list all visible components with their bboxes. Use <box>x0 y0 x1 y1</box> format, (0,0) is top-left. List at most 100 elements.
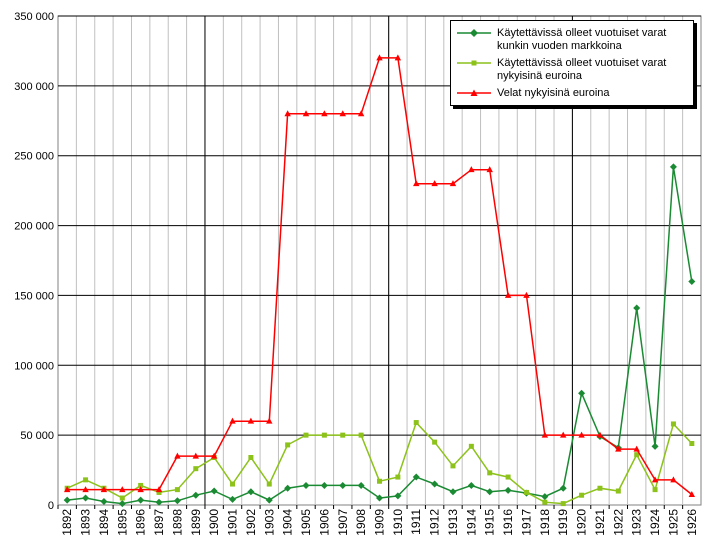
data-point-diamond <box>504 486 512 494</box>
x-tick-label: 1919 <box>556 509 570 536</box>
data-point-triangle <box>578 431 585 438</box>
data-point-triangle <box>119 486 126 493</box>
data-point-diamond <box>229 495 237 503</box>
x-tick-label: 1917 <box>519 509 533 536</box>
data-point-square <box>487 470 493 476</box>
data-point-triangle <box>394 54 402 61</box>
x-tick-label: 1913 <box>446 509 460 536</box>
y-tick-label: 250 000 <box>14 151 54 163</box>
x-tick-label: 1910 <box>391 509 405 536</box>
x-tick-label: 1904 <box>281 509 295 536</box>
data-point-diamond <box>284 484 292 492</box>
data-point-triangle <box>155 486 163 493</box>
data-point-triangle <box>266 417 273 424</box>
data-point-square <box>413 420 419 426</box>
x-tick-label: 1893 <box>79 509 93 536</box>
x-tick-label: 1905 <box>299 509 313 536</box>
series-lines <box>63 54 696 508</box>
data-point-square <box>138 482 144 488</box>
data-point-triangle <box>688 491 696 498</box>
data-point-square <box>340 432 346 438</box>
data-point-diamond <box>376 494 383 502</box>
y-tick-label: 200 000 <box>14 221 54 233</box>
data-point-diamond <box>559 484 567 492</box>
x-tick-label: 1898 <box>170 509 184 536</box>
data-point-triangle <box>229 417 236 424</box>
data-point-triangle <box>449 180 457 187</box>
x-tick-label: 1908 <box>354 509 368 536</box>
data-point-diamond <box>63 496 71 504</box>
data-point-diamond <box>669 163 677 171</box>
y-tick-label: 50 000 <box>20 430 54 442</box>
x-tick-label: 1924 <box>648 509 662 536</box>
data-point-triangle <box>302 110 310 117</box>
data-point-square <box>230 481 236 487</box>
x-tick-label: 1912 <box>428 509 442 536</box>
y-tick-label: 150 000 <box>14 290 54 302</box>
data-point-triangle <box>468 166 475 173</box>
data-point-diamond <box>633 304 641 312</box>
x-tick-label: 1925 <box>666 509 680 536</box>
data-point-diamond <box>302 481 310 489</box>
data-point-diamond <box>100 498 108 506</box>
data-point-diamond <box>357 481 365 489</box>
grid-major <box>58 15 701 505</box>
x-tick-label: 1923 <box>630 509 644 536</box>
data-point-square <box>615 488 621 494</box>
x-tick-label: 1911 <box>409 509 423 535</box>
x-axis-ticks: 1892 1893 1894 1895 1896 1897 1898 1899 1900 1901… <box>57 505 699 536</box>
data-point-square <box>505 474 511 480</box>
data-point-diamond <box>265 496 273 504</box>
grid-minor <box>75 16 684 505</box>
data-point-square <box>193 466 199 472</box>
data-point-diamond <box>394 492 402 500</box>
legend-label-euroina: Käytettävissä olleet vuotuiset varat nyk… <box>497 57 667 82</box>
data-point-square <box>450 463 456 469</box>
y-tick-label: 300 000 <box>14 81 54 93</box>
x-tick-label: 1899 <box>189 509 203 536</box>
x-tick-label: 1901 <box>226 509 240 536</box>
data-point-square <box>358 432 364 438</box>
y-tick-label: 100 000 <box>14 360 54 372</box>
x-tick-label: 1921 <box>593 509 607 536</box>
y-axis-ticks: 0 50 000 100 000 150 000 200 000 250 000 300 0… <box>14 11 54 512</box>
data-point-square <box>634 452 640 458</box>
data-point-diamond <box>651 442 659 450</box>
data-point-square <box>395 474 401 480</box>
legend-item-velat: Velat nykyisinä euroina <box>451 87 693 100</box>
data-point-square <box>542 499 548 505</box>
data-point-diamond <box>192 491 200 499</box>
data-point-diamond <box>82 494 90 502</box>
data-point-triangle <box>596 431 604 438</box>
data-point-triangle <box>504 291 512 298</box>
legend-diamond-icon <box>457 29 491 37</box>
data-point-square <box>321 432 327 438</box>
x-tick-label: 1903 <box>262 509 276 536</box>
data-point-diamond <box>431 480 439 488</box>
data-point-triangle <box>541 431 549 438</box>
data-point-triangle <box>670 476 677 483</box>
data-point-diamond <box>155 498 163 506</box>
x-tick-label: 1894 <box>97 509 111 536</box>
x-tick-label: 1926 <box>685 509 699 536</box>
data-point-triangle <box>560 431 567 438</box>
data-point-triangle <box>210 452 218 459</box>
y-tick-label: 0 <box>48 500 54 512</box>
data-point-square <box>652 487 658 493</box>
legend-label-velat: Velat nykyisinä euroina <box>497 87 610 99</box>
x-tick-label: 1900 <box>207 509 221 536</box>
x-tick-label: 1920 <box>575 509 589 536</box>
data-point-square <box>560 501 566 507</box>
data-point-triangle <box>339 110 346 117</box>
data-point-triangle <box>63 486 71 493</box>
data-point-square <box>83 477 89 483</box>
x-tick-label: 1897 <box>152 509 166 536</box>
data-point-triangle <box>376 54 383 61</box>
data-point-triangle <box>284 110 291 117</box>
data-point-square <box>579 492 585 498</box>
data-point-diamond <box>578 389 586 397</box>
data-point-square <box>670 421 676 427</box>
data-point-square <box>248 454 254 460</box>
data-point-square <box>468 443 474 449</box>
data-point-diamond <box>173 497 181 505</box>
